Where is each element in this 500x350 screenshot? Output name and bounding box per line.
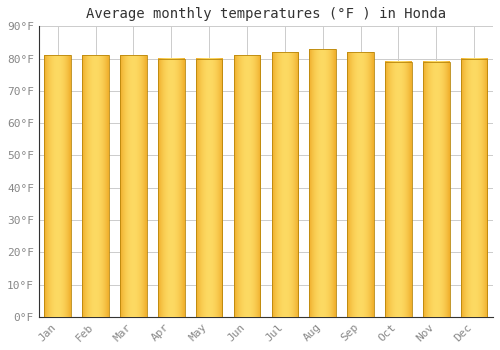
Title: Average monthly temperatures (°F ) in Honda: Average monthly temperatures (°F ) in Ho… — [86, 7, 446, 21]
Bar — [423, 62, 450, 317]
Bar — [348, 52, 374, 317]
Bar — [234, 55, 260, 317]
Bar — [461, 58, 487, 317]
Bar — [385, 62, 411, 317]
Bar — [196, 58, 222, 317]
Bar — [158, 58, 184, 317]
Bar — [82, 55, 109, 317]
Bar — [272, 52, 298, 317]
Bar — [310, 49, 336, 317]
Bar — [44, 55, 71, 317]
Bar — [120, 55, 146, 317]
